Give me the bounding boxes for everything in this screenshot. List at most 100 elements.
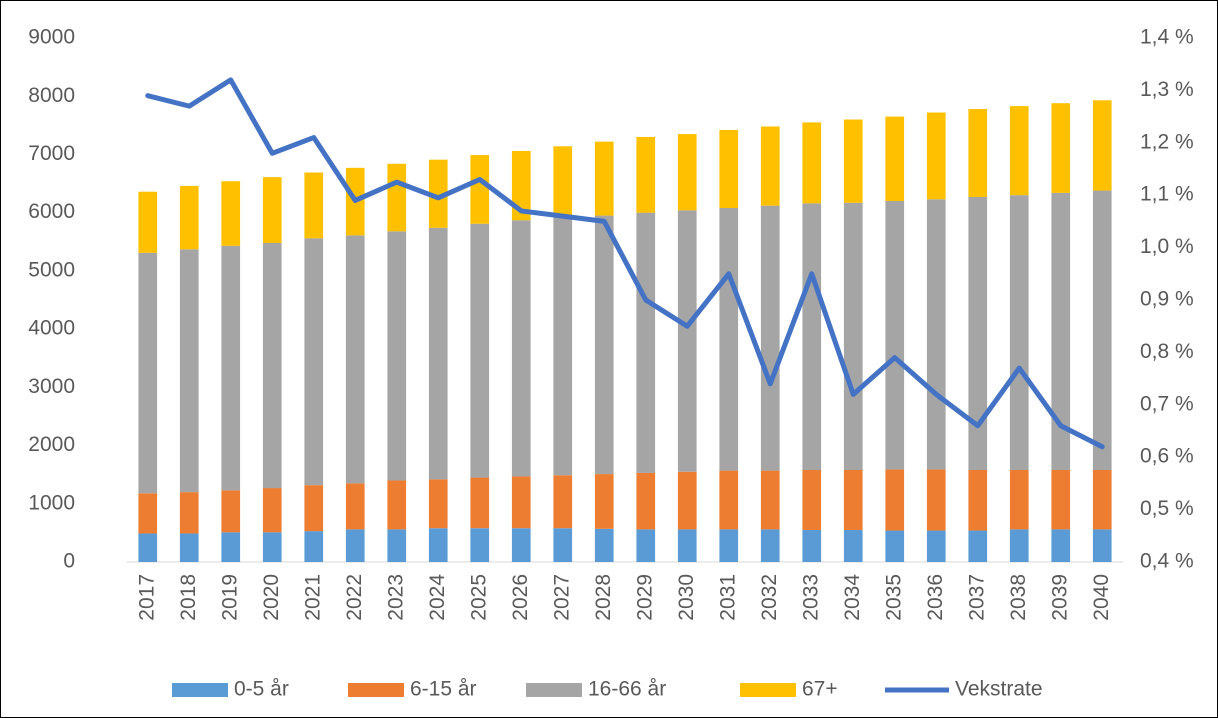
bar xyxy=(802,122,822,204)
bar xyxy=(1051,529,1071,562)
bar xyxy=(802,529,822,562)
y2-tick-label: 1,0 % xyxy=(1140,235,1194,258)
bar xyxy=(1051,470,1071,530)
bar xyxy=(511,220,531,477)
x-tick-label: 2020 xyxy=(260,574,283,621)
bar xyxy=(843,470,863,530)
bar xyxy=(138,252,158,494)
y2-tick-label: 0,4 % xyxy=(1140,550,1194,573)
legend-swatch xyxy=(172,683,228,697)
legend-label: 6-15 år xyxy=(410,678,477,701)
y-tick-label: 0 xyxy=(63,550,75,573)
x-tick-label: 2021 xyxy=(301,574,324,621)
bar xyxy=(221,181,241,246)
bar xyxy=(304,172,324,239)
bar xyxy=(179,533,199,562)
y-tick-label: 1000 xyxy=(28,491,75,514)
bar xyxy=(926,530,946,562)
y-tick-label: 7000 xyxy=(28,142,75,165)
bar xyxy=(636,529,656,562)
bar xyxy=(1092,529,1112,562)
bar xyxy=(636,136,656,213)
bar xyxy=(511,476,531,529)
bar xyxy=(470,155,490,224)
legend-label: 0-5 år xyxy=(234,678,289,701)
bar xyxy=(802,470,822,530)
bar xyxy=(1092,470,1112,530)
bar xyxy=(387,231,407,481)
legend-label: Vekstrate xyxy=(955,678,1043,701)
y2-tick-label: 0,8 % xyxy=(1140,340,1194,363)
bar xyxy=(926,469,946,531)
x-tick-label: 2039 xyxy=(1048,574,1071,621)
bar xyxy=(594,474,614,529)
y-tick-label: 4000 xyxy=(28,317,75,340)
bar xyxy=(138,533,158,562)
bar xyxy=(428,479,448,529)
line-series xyxy=(145,77,1105,450)
y-tick-label: 9000 xyxy=(28,26,75,49)
bar xyxy=(179,249,199,493)
bar xyxy=(594,528,614,562)
y2-tick-label: 1,1 % xyxy=(1140,183,1194,206)
bar xyxy=(470,528,490,562)
bar xyxy=(885,469,905,531)
bar xyxy=(345,483,365,530)
bar xyxy=(221,490,241,533)
bar xyxy=(843,119,863,203)
bar xyxy=(304,531,324,562)
bar xyxy=(221,532,241,562)
bar xyxy=(677,529,697,562)
bar xyxy=(387,163,407,232)
y-tick-label: 5000 xyxy=(28,258,75,281)
bar xyxy=(1009,529,1029,562)
x-tick-label: 2031 xyxy=(716,574,739,621)
bar xyxy=(760,205,780,471)
bar xyxy=(179,185,199,250)
bar xyxy=(636,212,656,473)
x-tick-label: 2030 xyxy=(675,574,698,621)
x-tick-label: 2033 xyxy=(799,574,822,621)
bar xyxy=(179,492,199,534)
bar xyxy=(428,528,448,562)
bar xyxy=(677,210,697,472)
bar xyxy=(1051,192,1071,471)
bar xyxy=(843,529,863,562)
y-tick-label: 3000 xyxy=(28,375,75,398)
bar xyxy=(1009,106,1029,196)
bar xyxy=(885,530,905,562)
x-tick-label: 2025 xyxy=(467,574,490,621)
bar xyxy=(345,235,365,484)
bar xyxy=(677,471,697,530)
bar xyxy=(1009,470,1029,530)
bar xyxy=(262,532,282,562)
bar xyxy=(553,146,573,218)
y2-tick-label: 1,4 % xyxy=(1140,26,1194,49)
bar xyxy=(345,529,365,562)
bar xyxy=(926,199,946,470)
y2-tick-label: 0,7 % xyxy=(1140,392,1194,415)
bar xyxy=(428,227,448,480)
bar xyxy=(760,470,780,530)
bar xyxy=(968,530,988,562)
legend-label: 16-66 år xyxy=(588,678,666,701)
x-tick-label: 2028 xyxy=(592,574,615,621)
bar xyxy=(470,477,490,529)
y2-tick-label: 1,3 % xyxy=(1140,78,1194,101)
bar xyxy=(387,529,407,562)
x-tick-label: 2026 xyxy=(509,574,532,621)
bar xyxy=(428,159,448,228)
x-tick-label: 2038 xyxy=(1007,574,1030,621)
x-tick-label: 2018 xyxy=(177,574,200,621)
bar xyxy=(221,245,241,491)
x-tick-label: 2040 xyxy=(1090,574,1113,621)
bar xyxy=(553,528,573,562)
bar xyxy=(1092,190,1112,471)
bar xyxy=(760,529,780,562)
bar xyxy=(594,141,614,216)
bar xyxy=(677,134,697,211)
bar xyxy=(802,203,822,471)
bar xyxy=(719,208,739,471)
x-tick-label: 2032 xyxy=(758,574,781,621)
